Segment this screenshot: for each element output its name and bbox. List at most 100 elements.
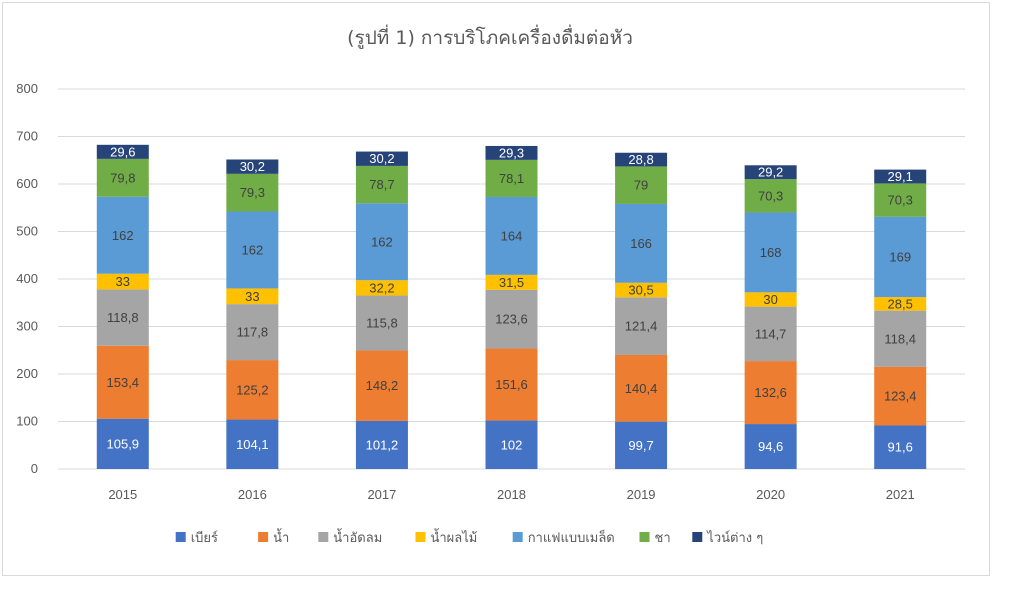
- bar-segment: [744, 212, 797, 293]
- data-label: 70,3: [888, 193, 913, 208]
- y-tick-label: 600: [16, 176, 38, 191]
- data-label: 91,6: [888, 440, 913, 455]
- y-tick-label: 800: [16, 81, 38, 96]
- data-label: 29,6: [110, 144, 135, 159]
- chart-title: (รูปที่ 1) การบริโภคเครื่องดื่มต่อหัว: [347, 24, 633, 49]
- legend-swatch: [512, 532, 523, 542]
- bar-segment: [744, 292, 797, 307]
- data-label: 123,4: [884, 389, 917, 404]
- data-label: 148,2: [366, 378, 399, 393]
- data-label: 153,4: [107, 375, 140, 390]
- bar-segment: [96, 273, 149, 290]
- data-label: 140,4: [625, 381, 658, 396]
- bar-segment: [615, 354, 668, 422]
- bar-segment: [226, 159, 279, 174]
- bar-segment: [226, 419, 279, 469]
- data-label: 101,2: [366, 437, 399, 452]
- bar-segment: [355, 280, 408, 296]
- data-label: 28,8: [628, 152, 653, 167]
- data-label: 162: [112, 228, 134, 243]
- legend: เบียร์ น้ำ น้ำอัดลม น้ำผลไม้ กาแฟแบบเมล็ด ชา ไ…: [175, 528, 763, 546]
- bar-segment: [615, 421, 668, 469]
- bar-segment: [615, 203, 668, 283]
- legend-swatch: [692, 532, 703, 542]
- bar-segment: [96, 418, 149, 469]
- data-label: 164: [501, 228, 523, 243]
- bar-segment: [355, 295, 408, 351]
- bar-segment: [744, 361, 797, 425]
- bar-segment: [355, 420, 408, 469]
- data-label: 115,8: [366, 316, 398, 331]
- data-label: 166: [630, 236, 652, 251]
- data-label: 33: [245, 289, 259, 304]
- x-tick-label: 2021: [886, 487, 915, 502]
- x-axis-ticks: 2015 2016 2017 2018 2019 2020 2021: [108, 487, 914, 502]
- data-label: 168: [760, 245, 782, 260]
- bar-segment: [96, 158, 149, 197]
- data-label: 30,2: [240, 159, 265, 174]
- data-label: 29,3: [499, 145, 524, 160]
- data-label: 169: [889, 249, 911, 264]
- data-label: 105,9: [107, 436, 140, 451]
- data-label: 30,2: [369, 151, 394, 166]
- x-tick-label: 2018: [497, 487, 526, 502]
- bar-segment: [485, 145, 538, 160]
- bar-segment: [226, 211, 279, 289]
- bar-segment: [874, 183, 927, 217]
- legend-label: น้ำผลไม้: [431, 528, 478, 546]
- data-label: 78,1: [499, 171, 524, 186]
- data-label: 104,1: [236, 437, 269, 452]
- data-label: 118,8: [107, 310, 139, 325]
- bar-segment: [226, 304, 279, 361]
- legend-label: น้ำ: [273, 528, 289, 546]
- data-label: 29,2: [758, 165, 783, 180]
- bar-segment: [226, 288, 279, 305]
- bar-segment: [744, 424, 797, 469]
- bar-segment: [874, 169, 927, 184]
- data-label: 151,6: [495, 377, 528, 392]
- bar-segment: [226, 173, 279, 212]
- bar-segment: [874, 216, 927, 298]
- data-label: 30: [763, 292, 777, 307]
- data-label: 102: [501, 437, 523, 452]
- data-label: 99,7: [628, 438, 653, 453]
- x-tick-label: 2017: [367, 487, 396, 502]
- bar-segment: [874, 366, 927, 426]
- bar-segment: [96, 289, 149, 346]
- bar-segment: [355, 203, 408, 281]
- bar-segment: [96, 144, 149, 159]
- bar-segment: [485, 348, 538, 421]
- legend-label: น้ำอัดลม: [333, 528, 382, 546]
- bar-segment: [485, 159, 538, 197]
- bar-segment: [485, 274, 538, 290]
- bar-segment: [874, 310, 927, 367]
- data-label: 162: [371, 234, 393, 249]
- bar-segment: [615, 297, 668, 355]
- legend-label: เบียร์: [191, 530, 218, 546]
- bar-segment: [744, 179, 797, 213]
- bar-segment: [226, 360, 279, 420]
- data-label: 31,5: [499, 275, 524, 290]
- data-label: 123,6: [495, 312, 528, 327]
- legend-label: ชา: [655, 531, 671, 546]
- y-tick-label: 700: [16, 129, 38, 144]
- data-label: 33: [116, 274, 130, 289]
- x-tick-label: 2015: [108, 487, 137, 502]
- data-label: 32,2: [369, 280, 394, 295]
- data-label: 121,4: [625, 319, 658, 334]
- x-tick-label: 2020: [756, 487, 785, 502]
- data-label: 125,2: [236, 382, 269, 397]
- data-label: 118,4: [884, 331, 916, 346]
- bar-segment: [485, 420, 538, 469]
- data-label: 117,8: [237, 325, 269, 340]
- legend-swatch: [415, 532, 426, 542]
- bar-segment: [744, 306, 797, 362]
- bar-segment: [744, 165, 797, 180]
- bar-segment: [615, 166, 668, 204]
- y-tick-label: 100: [16, 414, 38, 429]
- bar-segment: [874, 297, 927, 311]
- bar-segment: [485, 196, 538, 275]
- y-tick-label: 200: [16, 366, 38, 381]
- y-tick-label: 300: [16, 319, 38, 334]
